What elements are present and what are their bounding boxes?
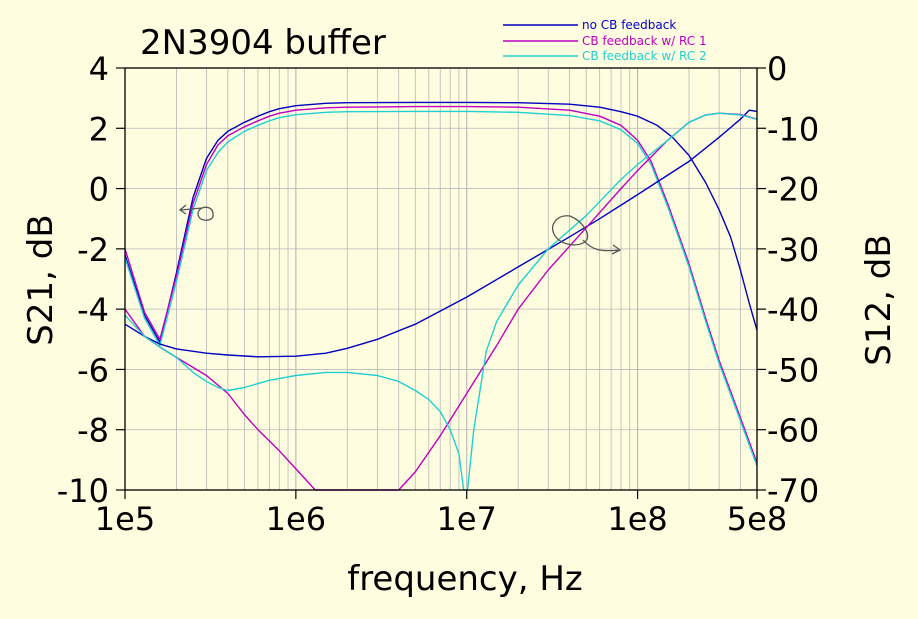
series-line-s12-3 — [124, 112, 758, 491]
y-tick-label-left: 2 — [89, 110, 109, 148]
y-tick-label-right: -20 — [767, 171, 819, 209]
x-tick-label: 1e7 — [437, 500, 497, 538]
y-tick-label-right: -30 — [767, 231, 819, 269]
y-tick-label-right: -10 — [767, 110, 819, 148]
legend-label-1: no CB feedback — [582, 18, 676, 32]
plot-frame — [124, 67, 758, 491]
legend: no CB feedback CB feedback w/ RC 1 CB fe… — [503, 18, 707, 63]
y-tick-label-left: -6 — [77, 351, 109, 389]
series-line-s12-2 — [124, 112, 758, 491]
x-tick-label: 1e6 — [266, 500, 326, 538]
legend-label-2: CB feedback w/ RC 1 — [582, 34, 707, 48]
series-line-s12-1 — [124, 109, 758, 358]
legend-label-3: CB feedback w/ RC 2 — [582, 49, 707, 63]
x-tick-label: 5e8 — [727, 500, 787, 538]
axis-ticks: 1e5 1e6 1e7 1e8 5e8 4 2 0 -2 -4 -6 -8 -10 0 -10 -20 -30 -… — [57, 50, 820, 538]
y-tick-label-left: 4 — [89, 50, 109, 88]
series-line-s21-1 — [124, 101, 758, 343]
y-tick-label-left: -2 — [77, 231, 109, 269]
y-tick-label-left: -4 — [77, 291, 109, 329]
y-tick-label-left: -10 — [57, 472, 109, 510]
grid-lines — [125, 67, 757, 491]
annotation-arrow-right — [552, 215, 622, 255]
annotation-arrow-left — [178, 204, 214, 221]
y-tick-label-right: -50 — [767, 351, 819, 389]
series-line-s21-3 — [124, 110, 758, 467]
annotations — [178, 204, 622, 255]
chart-title: 2N3904 buffer — [140, 23, 386, 63]
x-tick-label: 1e5 — [95, 500, 155, 538]
y-tick-label-right: 0 — [767, 50, 787, 88]
series-layer — [124, 101, 758, 491]
y-axis-label-left: S21, dB — [21, 214, 61, 345]
y-axis-label-right: S12, dB — [859, 234, 899, 365]
x-tick-label: 1e8 — [607, 500, 667, 538]
y-tick-label-right: -70 — [767, 472, 819, 510]
x-axis-label: frequency, Hz — [347, 559, 583, 599]
y-tick-label-right: -60 — [767, 412, 819, 450]
series-line-s21-2 — [124, 105, 758, 464]
y-tick-label-left: 0 — [89, 171, 109, 209]
y-tick-label-left: -8 — [77, 412, 109, 450]
y-tick-label-right: -40 — [767, 291, 819, 329]
